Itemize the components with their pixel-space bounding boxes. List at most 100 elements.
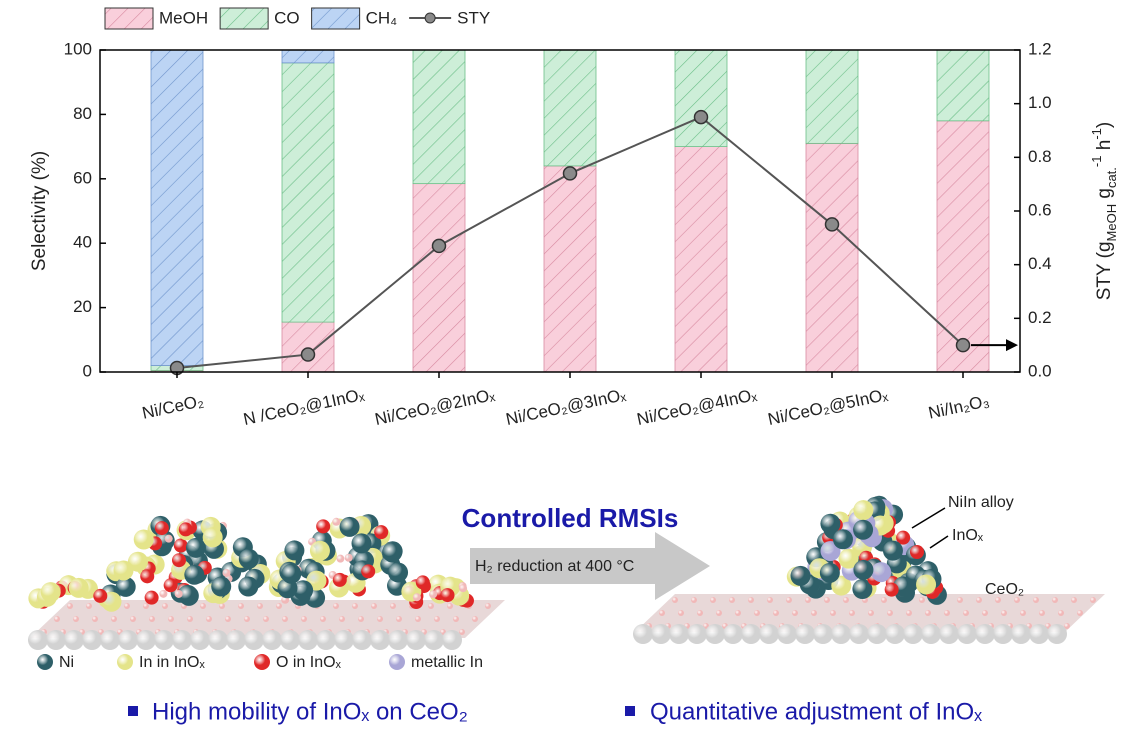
- atom: [705, 624, 725, 644]
- atom: [344, 553, 353, 562]
- bar-segment: [674, 146, 728, 373]
- atom: [440, 588, 455, 603]
- atom: [820, 541, 841, 562]
- x-tick-label: Ni/CeO₂@2InOₓ: [373, 385, 497, 429]
- atom: [316, 630, 336, 650]
- atom: [447, 603, 453, 609]
- atom: [982, 610, 988, 616]
- atom: [244, 616, 250, 622]
- y-tick-label: 0: [83, 361, 92, 380]
- atom: [174, 589, 183, 598]
- y2-label-part: h: [1094, 140, 1115, 156]
- atom: [28, 630, 48, 650]
- atom: [831, 575, 852, 596]
- atom: [412, 593, 421, 602]
- bar-segment: [281, 62, 335, 323]
- atom: [190, 630, 210, 650]
- diagram: H₂ reduction at 400 °C Controlled RMSIs …: [28, 494, 1105, 725]
- process-arrow: [470, 532, 710, 600]
- atom: [238, 576, 259, 597]
- atom: [485, 603, 491, 609]
- atom: [374, 525, 389, 540]
- y2-axis-label: STY (gMeOH gcat.-1 h-1): [1089, 122, 1119, 300]
- atom: [995, 597, 1001, 603]
- sty-point: [693, 109, 709, 125]
- atom: [910, 544, 925, 559]
- atom: [263, 616, 269, 622]
- atom: [442, 630, 462, 650]
- atom: [831, 624, 851, 644]
- atom: [651, 624, 671, 644]
- y2-label-part: -1: [1089, 128, 1104, 140]
- atom: [659, 610, 665, 616]
- atom: [773, 610, 779, 616]
- bullet-text: High mobility of InOₓ on CeO₂: [152, 698, 468, 725]
- atom: [154, 521, 169, 536]
- atom: [184, 564, 205, 585]
- atom: [830, 610, 836, 616]
- y-tick-label: 80: [73, 104, 92, 123]
- atom: [117, 654, 133, 670]
- atom: [298, 630, 318, 650]
- atom: [46, 630, 66, 650]
- atom: [200, 603, 206, 609]
- legend-label: O in InOₓ: [276, 654, 342, 671]
- y-tick-label: 40: [73, 233, 92, 252]
- bar-segment: [412, 49, 466, 185]
- atom: [40, 582, 61, 603]
- atom: [93, 588, 108, 603]
- atom: [777, 624, 797, 644]
- atom: [882, 540, 903, 561]
- atom: [921, 624, 941, 644]
- sty-point: [431, 238, 447, 254]
- atom: [164, 534, 173, 543]
- atom: [173, 538, 188, 553]
- atom: [748, 597, 754, 603]
- bar-segment: [281, 49, 335, 64]
- atom: [276, 603, 282, 609]
- atom: [111, 616, 117, 622]
- atom: [163, 578, 178, 593]
- atom: [177, 584, 198, 605]
- atom: [351, 533, 372, 554]
- sty-point: [955, 337, 971, 353]
- y-tick-label: 60: [73, 168, 92, 187]
- atom: [993, 624, 1013, 644]
- atom: [339, 616, 345, 622]
- atom: [1033, 597, 1039, 603]
- atom: [786, 597, 792, 603]
- atom: [1001, 610, 1007, 616]
- atom: [1052, 597, 1058, 603]
- support-label: CeO₂: [985, 581, 1024, 598]
- sty-point: [300, 347, 316, 362]
- atom: [244, 630, 264, 650]
- atom: [925, 610, 931, 616]
- atom: [741, 624, 761, 644]
- atom: [853, 500, 874, 521]
- legend-label: CO: [274, 8, 300, 27]
- atom: [284, 540, 305, 561]
- atom: [832, 529, 853, 550]
- atom: [130, 616, 136, 622]
- atom: [336, 554, 345, 563]
- legend-swatch: [219, 7, 269, 30]
- atom: [459, 584, 468, 593]
- atom: [118, 630, 138, 650]
- atom: [790, 565, 811, 586]
- atom: [867, 624, 887, 644]
- atom: [82, 630, 102, 650]
- atom: [257, 603, 263, 609]
- bullet: [128, 706, 138, 716]
- atom: [429, 590, 438, 599]
- atom: [282, 616, 288, 622]
- atom: [820, 513, 841, 534]
- x-tick-label: Ni/CeO₂@4InOₓ: [635, 385, 759, 429]
- atom: [334, 630, 354, 650]
- atom: [976, 597, 982, 603]
- atom: [944, 610, 950, 616]
- atom: [1090, 597, 1096, 603]
- atom: [896, 530, 911, 545]
- atom: [68, 577, 89, 598]
- atom: [849, 624, 869, 644]
- atom: [143, 603, 149, 609]
